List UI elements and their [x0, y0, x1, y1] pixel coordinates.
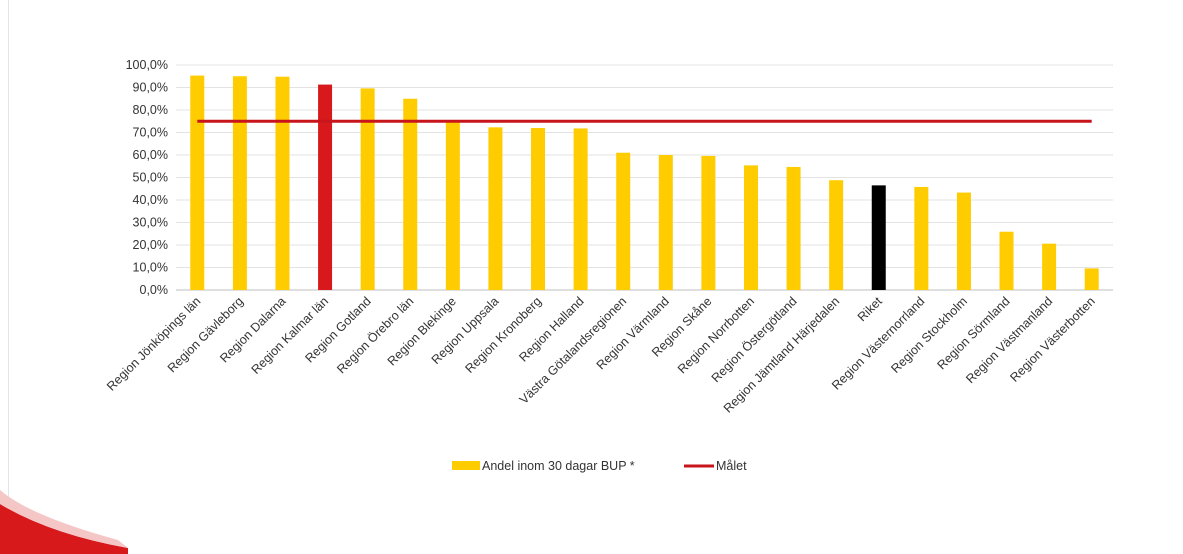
bar [616, 152, 631, 290]
x-category-label: Region Västerbotten [1007, 294, 1098, 385]
bar [999, 231, 1014, 290]
y-tick-label: 20,0% [133, 238, 168, 252]
bar [1084, 268, 1099, 290]
bar-chart: 0,0% 10,0% 20,0% 30,0% 40,0% 50,0% 60,0% 70,0% 8… [104, 58, 1113, 473]
corner-swoosh-logo [0, 490, 128, 554]
bar [871, 185, 886, 290]
gridlines [176, 64, 1113, 291]
x-category-label: Region Norrbotten [675, 294, 757, 376]
y-tick-label: 30,0% [133, 216, 168, 230]
x-category-label: Region Stockholm [888, 294, 970, 376]
bar [573, 128, 588, 290]
legend-swatch-bars [452, 461, 480, 470]
bar [956, 192, 971, 290]
x-category-label: Region Kronoberg [462, 294, 544, 376]
bar [318, 84, 333, 290]
y-tick-label: 40,0% [133, 193, 168, 207]
bar [786, 166, 801, 290]
legend: Andel inom 30 dagar BUP * Målet [452, 459, 747, 473]
y-tick-label: 80,0% [133, 103, 168, 117]
y-tick-label: 60,0% [133, 148, 168, 162]
y-tick-label: 0,0% [140, 283, 169, 297]
y-tick-label: 100,0% [126, 58, 168, 72]
bar [531, 128, 546, 290]
x-category-label: Region Gävleborg [165, 294, 246, 375]
y-tick-label: 70,0% [133, 126, 168, 140]
y-tick-label: 90,0% [133, 81, 168, 95]
bar [275, 76, 290, 290]
legend-label-goal: Målet [716, 459, 747, 473]
bar [445, 120, 460, 290]
chart-frame [8, 0, 1183, 500]
bar [1042, 243, 1057, 290]
bar [232, 76, 247, 290]
y-tick-label: 10,0% [133, 261, 168, 275]
y-tick-label: 50,0% [133, 171, 168, 185]
x-category-label: Region Kalmar län [249, 294, 332, 377]
bar [829, 180, 844, 290]
x-category-label: Region Värmland [594, 294, 672, 372]
bar [914, 186, 929, 290]
x-category-label: Region Örebro län [334, 294, 416, 376]
x-category-label: Region Sörmland [934, 294, 1012, 372]
bar [488, 127, 503, 290]
legend-label-bars: Andel inom 30 dagar BUP * [482, 459, 635, 473]
bars [190, 75, 1099, 291]
bar [403, 98, 418, 290]
bar [701, 155, 716, 290]
bar [190, 75, 205, 290]
y-axis-labels: 0,0% 10,0% 20,0% 30,0% 40,0% 50,0% 60,0% 70,0% 8… [126, 58, 168, 297]
x-category-label: Riket [855, 294, 885, 324]
bar [743, 165, 758, 290]
bar [360, 88, 375, 291]
bar [658, 155, 673, 290]
